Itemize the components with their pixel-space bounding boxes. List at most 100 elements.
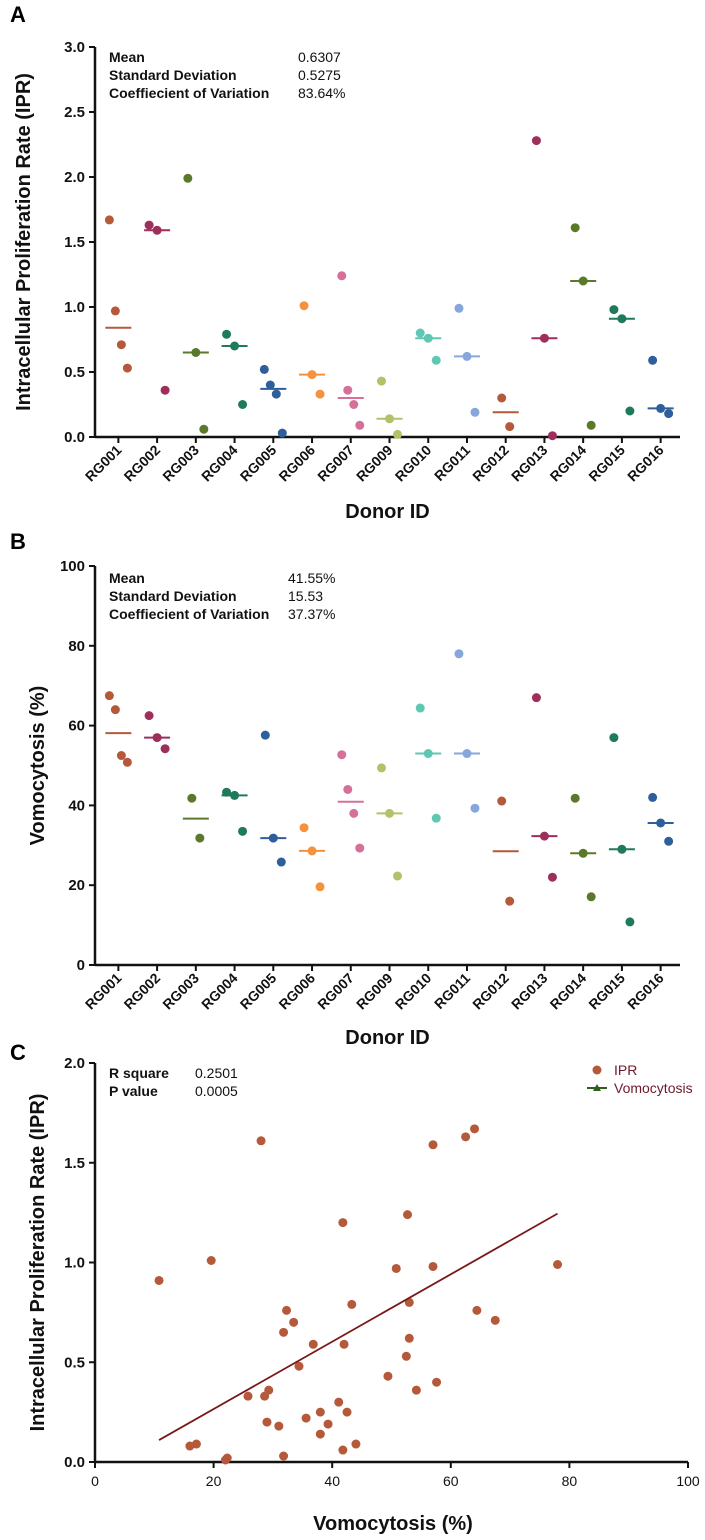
data-point: [279, 1451, 289, 1461]
data-point: [243, 1391, 253, 1401]
stat-value: 0.5275: [298, 67, 341, 83]
data-point: [531, 136, 541, 146]
y-axis-title: Intracellular Proliferation Rate (IPR): [13, 73, 35, 411]
data-point: [553, 1259, 563, 1269]
data-point: [609, 305, 619, 315]
data-point: [497, 393, 507, 403]
data-point: [393, 429, 402, 439]
stat-value: 83.64%: [298, 85, 345, 101]
data-point: [206, 1256, 216, 1266]
data-point: [428, 1140, 438, 1150]
data-point: [299, 823, 309, 833]
legend-item: IPR: [592, 1062, 637, 1078]
data-point: [454, 303, 464, 313]
x-tick-label: RG011: [431, 442, 473, 484]
data-point: [265, 380, 275, 390]
data-point: [625, 917, 635, 927]
data-point: [586, 420, 596, 430]
x-tick-label: 20: [206, 1473, 222, 1489]
data-point: [347, 1299, 357, 1309]
data-point: [570, 793, 580, 803]
x-tick-label: RG010: [392, 442, 435, 485]
data-point: [104, 215, 114, 225]
x-tick-label: RG012: [469, 442, 512, 485]
data-point: [570, 223, 580, 233]
legend-label: IPR: [614, 1062, 637, 1078]
x-tick-label: RG005: [237, 442, 280, 485]
data-point: [144, 711, 154, 721]
stat-name: Mean: [109, 49, 145, 65]
regression-line: [158, 1212, 558, 1441]
data-point: [315, 389, 325, 399]
data-point: [505, 896, 515, 906]
y-tick-label: 80: [68, 638, 85, 655]
x-tick-label: RG003: [159, 970, 202, 1013]
data-point: [222, 1453, 232, 1463]
stat-value: 15.53: [288, 588, 323, 604]
data-point: [276, 857, 286, 867]
y-tick-label: 2.0: [64, 1055, 85, 1072]
x-tick-label: RG016: [624, 442, 667, 485]
stat-value: 37.37%: [288, 606, 335, 622]
data-point: [191, 1439, 201, 1449]
data-point: [472, 1305, 482, 1315]
data-point: [315, 1407, 325, 1417]
data-point: [648, 355, 658, 365]
data-point: [144, 220, 154, 230]
x-tick-label: RG006: [275, 970, 318, 1013]
y-tick-label: 2.0: [64, 169, 85, 186]
stat-name: Standard Deviation: [109, 588, 237, 604]
data-point: [338, 1445, 348, 1455]
panel-c: C 0.0 0.5 1.0 1.5 2.0 0 20 40 60 80 100 Intracellula…: [10, 1040, 700, 1535]
data-point: [279, 1327, 289, 1337]
x-tick-label: RG009: [353, 970, 396, 1013]
y-axis-title: Vomocytosis (%): [27, 686, 49, 846]
y-tick-label: 100: [60, 558, 85, 575]
data-point: [391, 1263, 401, 1273]
data-point: [315, 882, 325, 892]
data-point: [428, 1261, 438, 1271]
stat-value: 0.0005: [195, 1083, 238, 1099]
data-point: [648, 792, 658, 802]
x-tick-label: RG007: [314, 970, 357, 1013]
y-tick-label: 0.0: [64, 429, 85, 446]
x-tick-label: RG016: [624, 970, 667, 1013]
data-point: [299, 301, 309, 311]
panel-letter: C: [10, 1040, 26, 1065]
x-axis-title: Donor ID: [345, 501, 429, 523]
data-point: [505, 422, 515, 432]
data-point: [337, 271, 347, 281]
data-point: [154, 1275, 164, 1285]
x-tick-label: 80: [562, 1473, 578, 1489]
data-point: [377, 763, 386, 773]
y-tick-label: 3.0: [64, 39, 85, 56]
data-point: [199, 424, 209, 434]
x-tick-label: RG006: [275, 442, 318, 485]
y-tick-label: 40: [68, 797, 85, 814]
x-tick-label: RG014: [547, 970, 590, 1013]
x-tick-label: RG013: [508, 442, 551, 485]
data-point: [339, 1339, 349, 1349]
x-tick-label: RG011: [431, 970, 473, 1012]
data-point: [349, 400, 359, 409]
data-point: [262, 1417, 272, 1427]
data-point: [122, 363, 132, 373]
data-point: [625, 406, 635, 416]
data-point: [222, 329, 232, 339]
data-point: [183, 173, 193, 183]
stat-name: R square: [109, 1065, 169, 1081]
y-tick-label: 0: [77, 957, 85, 974]
data-point: [187, 793, 197, 803]
data-point: [271, 389, 281, 399]
x-tick-label: 100: [676, 1473, 700, 1489]
data-point: [383, 1371, 393, 1381]
data-point: [664, 409, 674, 419]
data-point: [238, 400, 248, 409]
data-point: [343, 784, 353, 794]
data-point: [122, 757, 132, 767]
data-point: [110, 705, 120, 715]
data-point: [470, 407, 480, 417]
data-point: [289, 1317, 299, 1327]
